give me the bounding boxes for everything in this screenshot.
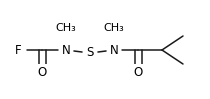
Text: F: F — [15, 43, 21, 57]
Text: O: O — [133, 66, 143, 79]
Text: O: O — [37, 66, 47, 79]
Text: N: N — [110, 43, 118, 57]
Text: CH₃: CH₃ — [104, 23, 124, 33]
Text: S: S — [86, 47, 94, 59]
Text: N: N — [62, 43, 70, 57]
Text: CH₃: CH₃ — [56, 23, 76, 33]
